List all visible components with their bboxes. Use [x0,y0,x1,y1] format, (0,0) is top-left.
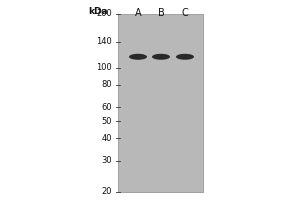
Text: 30: 30 [101,156,112,165]
Text: 140: 140 [96,37,112,46]
Ellipse shape [129,54,147,60]
Text: B: B [158,8,164,18]
Text: 20: 20 [101,188,112,196]
Text: 40: 40 [101,134,112,143]
Text: 100: 100 [96,63,112,72]
Ellipse shape [176,54,194,60]
FancyBboxPatch shape [118,14,203,192]
Text: 50: 50 [101,117,112,126]
Text: 200: 200 [96,9,112,19]
Text: 80: 80 [101,80,112,89]
Ellipse shape [152,54,170,60]
Text: 60: 60 [101,103,112,112]
Text: A: A [135,8,141,18]
Text: kDa: kDa [88,7,108,16]
Text: C: C [182,8,188,18]
